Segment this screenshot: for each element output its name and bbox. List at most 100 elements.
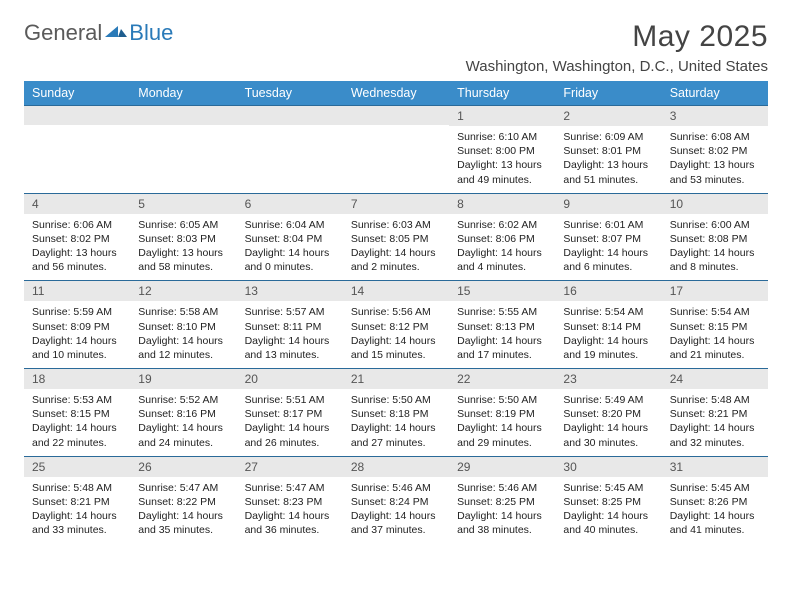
calendar-table: Sunday Monday Tuesday Wednesday Thursday… [24, 81, 768, 543]
calendar-day-cell: 30Sunrise: 5:45 AMSunset: 8:25 PMDayligh… [555, 456, 661, 543]
day-details: Sunrise: 5:48 AMSunset: 8:21 PMDaylight:… [662, 389, 768, 456]
header: General Blue May 2025 Washington, Washin… [24, 20, 768, 75]
day-details: Sunrise: 6:05 AMSunset: 8:03 PMDaylight:… [130, 214, 236, 281]
day-details: Sunrise: 5:48 AMSunset: 8:21 PMDaylight:… [24, 477, 130, 544]
calendar-day-cell: 21Sunrise: 5:50 AMSunset: 8:18 PMDayligh… [343, 369, 449, 457]
day-details: Sunrise: 5:51 AMSunset: 8:17 PMDaylight:… [237, 389, 343, 456]
day-header: Friday [555, 81, 661, 106]
day-number: 1 [449, 106, 555, 126]
logo: General Blue [24, 20, 173, 46]
calendar-day-cell: 14Sunrise: 5:56 AMSunset: 8:12 PMDayligh… [343, 281, 449, 369]
calendar-day-cell: 2Sunrise: 6:09 AMSunset: 8:01 PMDaylight… [555, 106, 661, 194]
day-header: Monday [130, 81, 236, 106]
day-header: Thursday [449, 81, 555, 106]
day-number: 25 [24, 457, 130, 477]
day-details: Sunrise: 5:46 AMSunset: 8:25 PMDaylight:… [449, 477, 555, 544]
day-details [237, 125, 343, 183]
calendar-day-cell [343, 106, 449, 194]
calendar-day-cell: 18Sunrise: 5:53 AMSunset: 8:15 PMDayligh… [24, 369, 130, 457]
day-details: Sunrise: 5:58 AMSunset: 8:10 PMDaylight:… [130, 301, 236, 368]
day-details: Sunrise: 5:54 AMSunset: 8:15 PMDaylight:… [662, 301, 768, 368]
calendar-day-cell: 6Sunrise: 6:04 AMSunset: 8:04 PMDaylight… [237, 193, 343, 281]
day-number [343, 106, 449, 125]
day-details: Sunrise: 5:59 AMSunset: 8:09 PMDaylight:… [24, 301, 130, 368]
calendar-day-cell: 10Sunrise: 6:00 AMSunset: 8:08 PMDayligh… [662, 193, 768, 281]
day-details: Sunrise: 5:53 AMSunset: 8:15 PMDaylight:… [24, 389, 130, 456]
day-details [24, 125, 130, 183]
day-number: 3 [662, 106, 768, 126]
calendar-day-cell: 20Sunrise: 5:51 AMSunset: 8:17 PMDayligh… [237, 369, 343, 457]
calendar-day-cell: 8Sunrise: 6:02 AMSunset: 8:06 PMDaylight… [449, 193, 555, 281]
calendar-day-cell: 3Sunrise: 6:08 AMSunset: 8:02 PMDaylight… [662, 106, 768, 194]
calendar-day-cell: 17Sunrise: 5:54 AMSunset: 8:15 PMDayligh… [662, 281, 768, 369]
day-details: Sunrise: 5:45 AMSunset: 8:25 PMDaylight:… [555, 477, 661, 544]
day-number: 17 [662, 281, 768, 301]
logo-text-general: General [24, 20, 102, 46]
day-header-row: Sunday Monday Tuesday Wednesday Thursday… [24, 81, 768, 106]
day-details: Sunrise: 6:08 AMSunset: 8:02 PMDaylight:… [662, 126, 768, 193]
day-details [343, 125, 449, 183]
day-number: 24 [662, 369, 768, 389]
calendar-day-cell: 22Sunrise: 5:50 AMSunset: 8:19 PMDayligh… [449, 369, 555, 457]
day-number: 15 [449, 281, 555, 301]
calendar-day-cell: 29Sunrise: 5:46 AMSunset: 8:25 PMDayligh… [449, 456, 555, 543]
day-details: Sunrise: 5:46 AMSunset: 8:24 PMDaylight:… [343, 477, 449, 544]
day-number: 18 [24, 369, 130, 389]
calendar-week-row: 25Sunrise: 5:48 AMSunset: 8:21 PMDayligh… [24, 456, 768, 543]
day-number: 13 [237, 281, 343, 301]
day-number: 8 [449, 194, 555, 214]
calendar-day-cell [24, 106, 130, 194]
day-number: 9 [555, 194, 661, 214]
day-details: Sunrise: 5:52 AMSunset: 8:16 PMDaylight:… [130, 389, 236, 456]
calendar-day-cell: 23Sunrise: 5:49 AMSunset: 8:20 PMDayligh… [555, 369, 661, 457]
day-number: 19 [130, 369, 236, 389]
day-number: 12 [130, 281, 236, 301]
calendar-day-cell: 27Sunrise: 5:47 AMSunset: 8:23 PMDayligh… [237, 456, 343, 543]
calendar-day-cell: 26Sunrise: 5:47 AMSunset: 8:22 PMDayligh… [130, 456, 236, 543]
day-details: Sunrise: 6:04 AMSunset: 8:04 PMDaylight:… [237, 214, 343, 281]
calendar-day-cell: 19Sunrise: 5:52 AMSunset: 8:16 PMDayligh… [130, 369, 236, 457]
day-details: Sunrise: 5:45 AMSunset: 8:26 PMDaylight:… [662, 477, 768, 544]
day-number: 30 [555, 457, 661, 477]
day-number [130, 106, 236, 125]
month-title: May 2025 [466, 20, 768, 54]
day-details: Sunrise: 6:01 AMSunset: 8:07 PMDaylight:… [555, 214, 661, 281]
calendar-week-row: 1Sunrise: 6:10 AMSunset: 8:00 PMDaylight… [24, 106, 768, 194]
day-details: Sunrise: 5:50 AMSunset: 8:18 PMDaylight:… [343, 389, 449, 456]
day-details: Sunrise: 5:55 AMSunset: 8:13 PMDaylight:… [449, 301, 555, 368]
day-number: 29 [449, 457, 555, 477]
calendar-day-cell: 24Sunrise: 5:48 AMSunset: 8:21 PMDayligh… [662, 369, 768, 457]
day-details: Sunrise: 5:54 AMSunset: 8:14 PMDaylight:… [555, 301, 661, 368]
day-details: Sunrise: 6:10 AMSunset: 8:00 PMDaylight:… [449, 126, 555, 193]
day-details: Sunrise: 5:47 AMSunset: 8:23 PMDaylight:… [237, 477, 343, 544]
logo-mark-icon [105, 23, 127, 37]
day-number: 14 [343, 281, 449, 301]
day-header: Saturday [662, 81, 768, 106]
calendar-day-cell: 7Sunrise: 6:03 AMSunset: 8:05 PMDaylight… [343, 193, 449, 281]
calendar-day-cell: 12Sunrise: 5:58 AMSunset: 8:10 PMDayligh… [130, 281, 236, 369]
calendar-week-row: 18Sunrise: 5:53 AMSunset: 8:15 PMDayligh… [24, 369, 768, 457]
logo-text-blue: Blue [129, 20, 173, 46]
day-number: 10 [662, 194, 768, 214]
day-header: Sunday [24, 81, 130, 106]
day-number: 21 [343, 369, 449, 389]
calendar-day-cell: 4Sunrise: 6:06 AMSunset: 8:02 PMDaylight… [24, 193, 130, 281]
day-details: Sunrise: 6:02 AMSunset: 8:06 PMDaylight:… [449, 214, 555, 281]
calendar-day-cell [130, 106, 236, 194]
day-number: 23 [555, 369, 661, 389]
calendar-day-cell: 5Sunrise: 6:05 AMSunset: 8:03 PMDaylight… [130, 193, 236, 281]
day-number: 2 [555, 106, 661, 126]
calendar-day-cell: 13Sunrise: 5:57 AMSunset: 8:11 PMDayligh… [237, 281, 343, 369]
day-number: 5 [130, 194, 236, 214]
calendar-day-cell: 25Sunrise: 5:48 AMSunset: 8:21 PMDayligh… [24, 456, 130, 543]
day-details: Sunrise: 5:57 AMSunset: 8:11 PMDaylight:… [237, 301, 343, 368]
calendar-day-cell: 15Sunrise: 5:55 AMSunset: 8:13 PMDayligh… [449, 281, 555, 369]
day-number [24, 106, 130, 125]
day-details: Sunrise: 5:49 AMSunset: 8:20 PMDaylight:… [555, 389, 661, 456]
day-number [237, 106, 343, 125]
calendar-day-cell: 31Sunrise: 5:45 AMSunset: 8:26 PMDayligh… [662, 456, 768, 543]
calendar-day-cell: 1Sunrise: 6:10 AMSunset: 8:00 PMDaylight… [449, 106, 555, 194]
location-text: Washington, Washington, D.C., United Sta… [466, 58, 768, 75]
calendar-day-cell: 9Sunrise: 6:01 AMSunset: 8:07 PMDaylight… [555, 193, 661, 281]
day-number: 16 [555, 281, 661, 301]
